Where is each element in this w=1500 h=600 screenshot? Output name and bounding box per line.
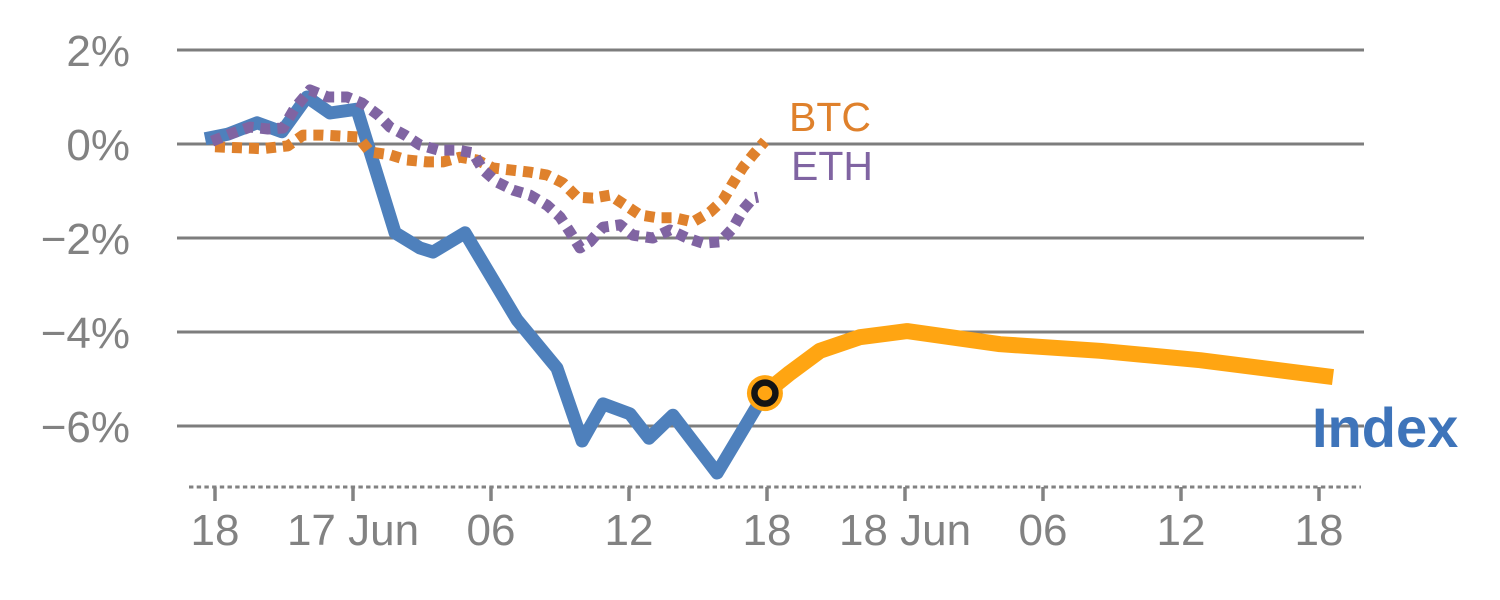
y-tick-label: 0% — [66, 121, 130, 170]
grid-layer: 2% 0% −2% −4% −6% — [41, 27, 1364, 452]
y-tick-label: −6% — [41, 403, 130, 452]
btc-series-label: BTC — [789, 94, 871, 140]
y-tick-label: −2% — [41, 215, 130, 264]
x-tick-label: 12 — [605, 506, 654, 555]
x-tick-label: 17 Jun — [287, 506, 419, 555]
marker-layer — [746, 375, 783, 412]
x-tick-label: 18 Jun — [839, 506, 971, 555]
index-line — [203, 90, 771, 480]
forecast-start-marker — [751, 379, 779, 407]
x-tick-label: 12 — [1157, 506, 1206, 555]
eth-line — [209, 84, 760, 254]
x-axis: 18 17 Jun 06 12 18 18 Jun 06 12 18 — [189, 485, 1361, 555]
x-tick-label: 18 — [1295, 506, 1344, 555]
dotted-series-layer — [209, 84, 770, 254]
y-tick-label: −4% — [41, 309, 130, 358]
eth-series-label: ETH — [791, 143, 873, 189]
y-tick-label: 2% — [66, 27, 130, 76]
x-tick-label: 06 — [467, 506, 516, 555]
index-forecast-line — [759, 323, 1335, 400]
x-tick-label: 06 — [1019, 506, 1068, 555]
btc-line — [214, 129, 770, 228]
x-tick-label: 18 — [191, 506, 240, 555]
x-tick-label: 18 — [743, 506, 792, 555]
index-series-label: Index — [1312, 396, 1458, 459]
